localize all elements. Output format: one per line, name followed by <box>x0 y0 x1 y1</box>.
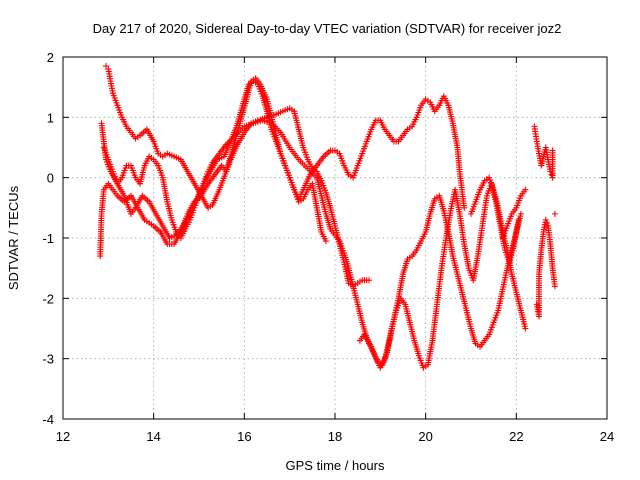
y-tick-label: -1 <box>42 231 54 246</box>
series-arc-c <box>103 63 468 211</box>
data-layer <box>97 63 558 371</box>
chart-title: Day 217 of 2020, Sidereal Day-to-day VTE… <box>93 21 562 36</box>
series-arc-f <box>468 174 529 332</box>
x-tick-label: 18 <box>328 429 342 444</box>
series-arc-a <box>97 105 372 290</box>
data-point <box>549 147 556 154</box>
data-point <box>551 283 558 290</box>
plot-frame <box>62 56 608 420</box>
x-tick-label: 12 <box>56 429 70 444</box>
x-tick-label: 16 <box>237 429 251 444</box>
y-tick-label: 1 <box>47 110 54 125</box>
data-point <box>366 277 372 284</box>
x-axis-label: GPS time / hours <box>286 458 385 473</box>
data-point <box>543 219 550 226</box>
data-point <box>515 216 522 223</box>
grid <box>63 57 607 419</box>
data-point <box>548 171 555 178</box>
y-tick-label: 0 <box>47 171 54 186</box>
x-tick-label: 20 <box>418 429 432 444</box>
data-point <box>522 325 529 332</box>
data-point <box>461 204 468 211</box>
x-tick-label: 22 <box>509 429 523 444</box>
x-tick-label: 14 <box>146 429 160 444</box>
data-point <box>103 63 110 70</box>
y-tick-label: 2 <box>47 50 54 65</box>
data-point <box>517 210 524 217</box>
y-axis-label: SDTVAR / TECUs <box>6 185 21 290</box>
y-tick-label: -2 <box>42 291 54 306</box>
data-point <box>542 216 549 223</box>
data-point <box>551 210 558 217</box>
y-tick-label: -4 <box>42 412 54 427</box>
y-tick-label: -3 <box>42 352 54 367</box>
x-tick-label: 24 <box>600 429 614 444</box>
series-arc-e <box>356 180 522 371</box>
data-point <box>522 186 529 193</box>
series-arc-g <box>531 123 558 320</box>
data-point <box>322 238 329 245</box>
